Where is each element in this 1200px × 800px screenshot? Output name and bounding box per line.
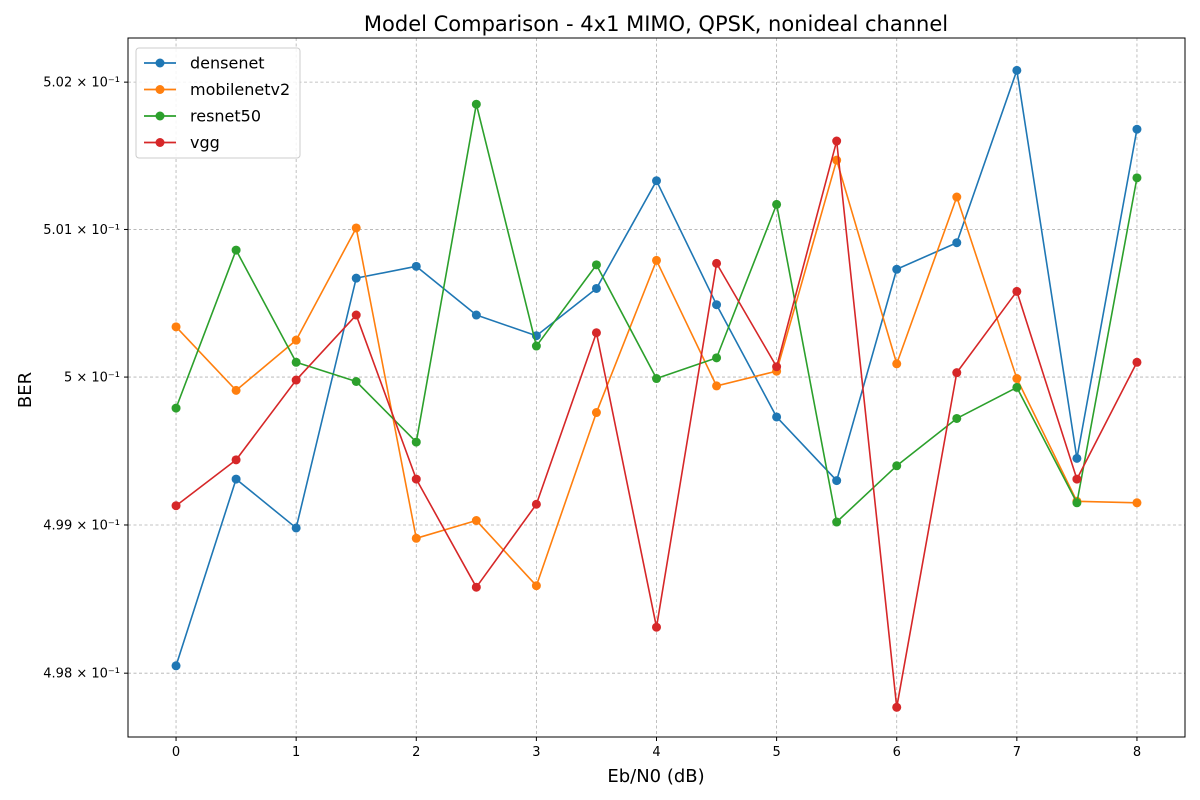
legend-marker-vgg [155, 138, 165, 147]
y-tick-label: 5.02 × 10⁻¹ [43, 76, 120, 91]
legend: densenet mobilenetv2 resnet50 vgg [135, 47, 301, 159]
data-point-mobilenetv2 [231, 385, 241, 395]
data-point-vgg [712, 258, 722, 268]
data-point-densenet [1072, 453, 1082, 463]
x-tick-label: 3 [532, 745, 540, 760]
x-tick-label: 0 [172, 745, 180, 760]
data-point-vgg [1012, 286, 1022, 296]
data-point-densenet [231, 474, 241, 484]
data-point-mobilenetv2 [652, 255, 661, 265]
data-point-densenet [411, 261, 421, 271]
legend-marker-resnet50 [155, 111, 165, 121]
x-tick-label: 2 [412, 745, 420, 760]
y-tick-label: 5.01 × 10⁻¹ [43, 223, 120, 238]
data-point-mobilenetv2 [531, 581, 541, 591]
data-point-mobilenetv2 [892, 359, 902, 369]
data-point-densenet [772, 412, 782, 422]
data-point-mobilenetv2 [471, 516, 481, 526]
series-vgg [171, 136, 1142, 712]
data-point-resnet50 [531, 341, 541, 351]
data-point-vgg [892, 702, 902, 712]
grid-layer [128, 38, 1185, 737]
data-point-densenet [1132, 124, 1142, 134]
data-point-resnet50 [712, 353, 722, 363]
data-point-densenet [832, 476, 842, 486]
legend-marker-densenet [155, 58, 165, 68]
legend-label-densenet: densenet [190, 54, 265, 73]
data-point-mobilenetv2 [1012, 374, 1022, 384]
data-point-mobilenetv2 [952, 192, 962, 202]
x-tick-label: 5 [772, 745, 780, 760]
data-point-densenet [952, 238, 962, 248]
chart-title: Model Comparison - 4x1 MIMO, QPSK, nonid… [364, 12, 948, 36]
x-tick-label: 4 [652, 745, 660, 760]
data-point-resnet50 [171, 403, 181, 413]
data-point-densenet [351, 273, 361, 283]
data-point-mobilenetv2 [411, 533, 421, 543]
y-tick-label: 4.99 × 10⁻¹ [43, 518, 120, 533]
data-point-densenet [591, 283, 601, 293]
x-tick-label: 8 [1133, 745, 1141, 760]
y-tick-label: 5 × 10⁻¹ [64, 371, 120, 386]
data-point-mobilenetv2 [291, 335, 301, 345]
series-layer [171, 65, 1142, 712]
data-point-resnet50 [832, 517, 842, 527]
data-point-vgg [1072, 474, 1082, 484]
data-point-vgg [832, 136, 842, 146]
x-tick-label: 7 [1013, 745, 1021, 760]
data-point-resnet50 [471, 99, 481, 109]
data-point-resnet50 [351, 377, 361, 386]
data-point-mobilenetv2 [712, 381, 722, 391]
data-point-densenet [291, 523, 301, 533]
data-point-resnet50 [1072, 498, 1082, 508]
data-point-densenet [171, 661, 181, 671]
data-point-densenet [892, 264, 902, 274]
data-point-densenet [1012, 65, 1022, 75]
legend-label-vgg: vgg [190, 133, 220, 152]
data-point-vgg [171, 501, 181, 511]
data-point-resnet50 [892, 461, 902, 471]
x-axis-title: Eb/N0 (dB) [607, 766, 704, 787]
tick-layer: 0 1 2 3 4 5 6 7 8 4.98 × 10⁻¹ 4.99 × 10⁻¹ 5 × 10⁻¹ 5… [43, 76, 1141, 760]
x-tick-label: 6 [893, 745, 901, 760]
legend-marker-mobilenetv2 [155, 85, 165, 94]
data-point-vgg [411, 474, 421, 484]
data-point-resnet50 [652, 374, 661, 384]
data-point-vgg [471, 582, 481, 592]
data-point-resnet50 [591, 260, 601, 270]
data-point-vgg [772, 362, 782, 372]
data-point-vgg [652, 622, 661, 632]
data-point-vgg [591, 328, 601, 338]
legend-label-resnet50: resnet50 [190, 107, 261, 126]
data-point-resnet50 [1012, 382, 1022, 392]
data-point-resnet50 [411, 437, 421, 447]
x-tick-label: 1 [292, 745, 300, 760]
data-point-resnet50 [772, 199, 782, 209]
data-point-vgg [531, 499, 541, 509]
data-point-vgg [291, 375, 301, 385]
data-point-vgg [952, 368, 962, 378]
data-point-densenet [652, 176, 661, 186]
data-point-mobilenetv2 [171, 322, 181, 332]
data-point-resnet50 [231, 245, 241, 255]
data-point-mobilenetv2 [351, 223, 361, 233]
y-tick-label: 4.98 × 10⁻¹ [43, 667, 120, 682]
legend-box [135, 47, 301, 159]
data-point-vgg [231, 455, 241, 465]
data-point-densenet [712, 300, 722, 310]
data-point-resnet50 [1132, 173, 1142, 183]
series-densenet [171, 65, 1142, 671]
data-point-densenet [471, 310, 481, 320]
data-point-resnet50 [291, 357, 301, 367]
y-axis-title: BER [15, 372, 36, 408]
data-point-vgg [1132, 357, 1142, 367]
series-resnet50 [171, 99, 1142, 527]
data-point-vgg [351, 310, 361, 320]
data-point-mobilenetv2 [1132, 498, 1142, 508]
data-point-mobilenetv2 [591, 408, 601, 418]
legend-label-mobilenetv2: mobilenetv2 [190, 80, 290, 99]
data-point-resnet50 [952, 413, 962, 423]
